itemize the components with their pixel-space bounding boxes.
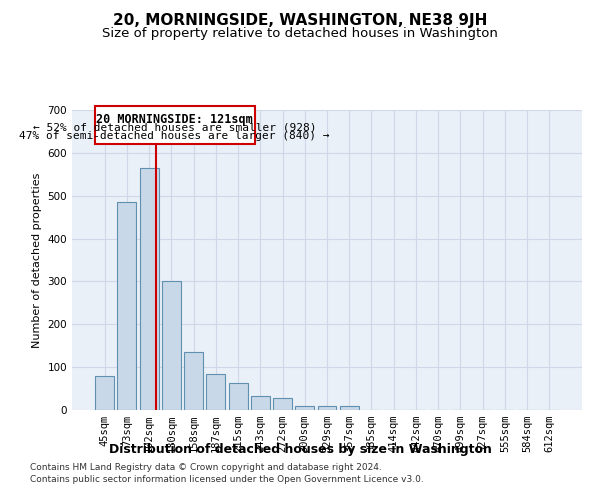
Y-axis label: Number of detached properties: Number of detached properties	[32, 172, 42, 348]
Bar	[295, 406, 314, 410]
Text: Contains public sector information licensed under the Open Government Licence v3: Contains public sector information licen…	[30, 475, 424, 484]
Text: Contains HM Land Registry data © Crown copyright and database right 2024.: Contains HM Land Registry data © Crown c…	[30, 464, 382, 472]
Bar	[95, 376, 114, 410]
Bar	[229, 384, 248, 410]
Bar	[273, 398, 292, 410]
Text: 47% of semi-detached houses are larger (840) →: 47% of semi-detached houses are larger (…	[19, 130, 330, 140]
FancyBboxPatch shape	[95, 106, 255, 144]
Bar	[317, 406, 337, 410]
Bar	[340, 406, 359, 410]
Bar	[206, 374, 225, 410]
Bar	[251, 396, 270, 410]
Text: 20 MORNINGSIDE: 121sqm: 20 MORNINGSIDE: 121sqm	[97, 113, 253, 126]
Text: ← 52% of detached houses are smaller (928): ← 52% of detached houses are smaller (92…	[33, 122, 316, 132]
Text: Distribution of detached houses by size in Washington: Distribution of detached houses by size …	[109, 442, 491, 456]
Bar	[162, 282, 181, 410]
Text: 20, MORNINGSIDE, WASHINGTON, NE38 9JH: 20, MORNINGSIDE, WASHINGTON, NE38 9JH	[113, 12, 487, 28]
Bar	[140, 168, 158, 410]
Text: Size of property relative to detached houses in Washington: Size of property relative to detached ho…	[102, 28, 498, 40]
Bar	[184, 352, 203, 410]
Bar	[118, 202, 136, 410]
